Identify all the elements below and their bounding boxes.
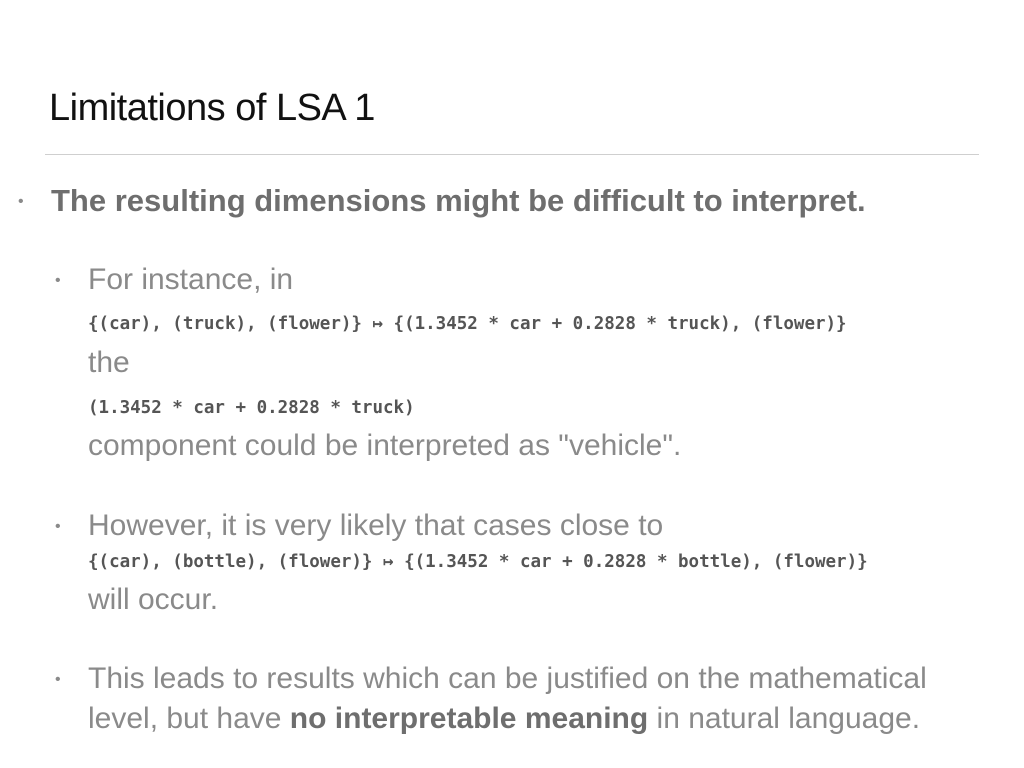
sub-bullet-3-line1: This leads to results which can be justi… [88,662,927,695]
sub-bullet-3-prefix: level, but have [88,702,290,735]
sub-bullet-dot: • [55,671,61,688]
sub-bullet-3-line2: level, but have no interpretable meaning… [88,701,920,737]
sub-bullet-3-suffix: in natural language. [648,702,921,735]
sub-bullet-2-intro: However, it is very likely that cases cl… [88,509,664,542]
sub-bullet-dot: • [55,518,61,535]
title-divider [45,154,979,155]
emphasis-no-interpretable-meaning: no interpretable meaning [289,702,649,735]
code-mapping-truck: {(car), (truck), (flower)} ↦ {(1.3452 * … [88,314,847,334]
bullet-dot: • [18,193,24,210]
sub-bullet-dot: • [55,272,61,289]
sub-bullet-2-conclusion: will occur. [88,583,219,616]
code-mapping-bottle: {(car), (bottle), (flower)} ↦ {(1.3452 *… [88,552,868,572]
slide-title: Limitations of LSA 1 [49,87,375,129]
code-component: (1.3452 * car + 0.2828 * truck) [88,398,415,418]
sub-bullet-1-connector: the [88,346,130,379]
sub-bullet-1-intro: For instance, in [88,263,294,296]
main-bullet-text: The resulting dimensions might be diffic… [51,183,866,218]
sub-bullet-1-conclusion: component could be interpreted as "vehic… [88,429,682,462]
